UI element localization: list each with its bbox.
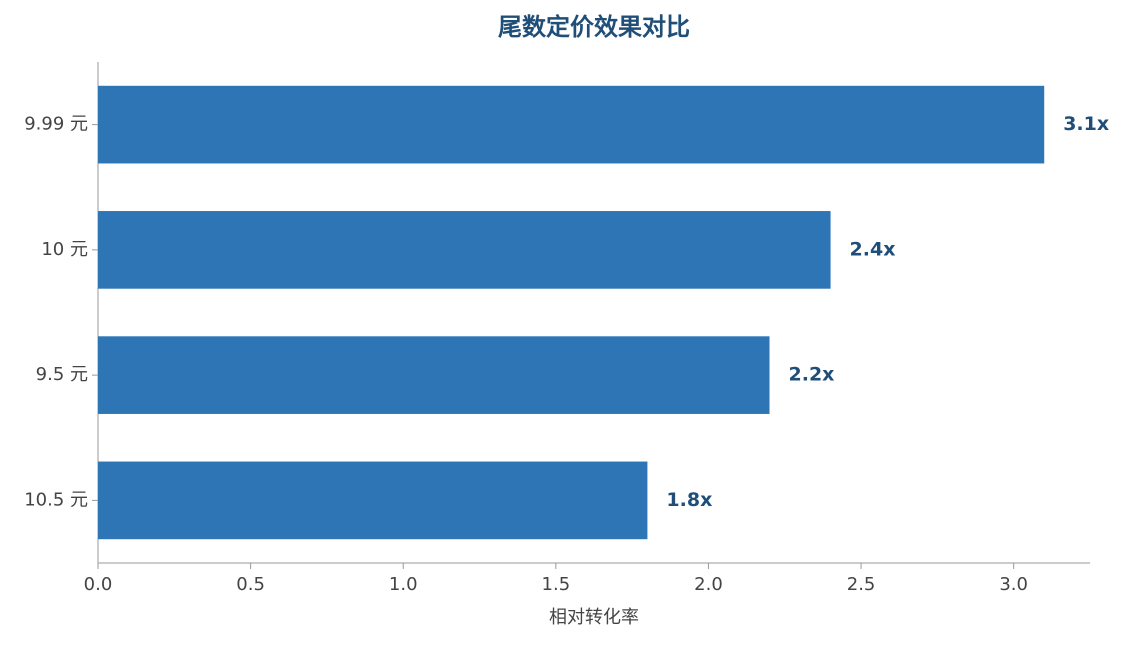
x-tick-label: 1.5 bbox=[542, 574, 571, 595]
value-label: 1.8x bbox=[666, 489, 712, 511]
y-tick-label: 10.5 元 bbox=[24, 489, 88, 510]
value-label: 2.4x bbox=[850, 238, 896, 260]
x-tick-label: 2.0 bbox=[694, 574, 723, 595]
y-tick-label: 9.5 元 bbox=[36, 364, 88, 385]
bar bbox=[98, 461, 648, 540]
chart-title: 尾数定价效果对比 bbox=[498, 13, 690, 41]
x-tick-label: 3.0 bbox=[999, 574, 1028, 595]
bar bbox=[98, 336, 770, 414]
bar bbox=[98, 211, 831, 289]
x-tick-label: 1.0 bbox=[389, 574, 418, 595]
value-label: 2.2x bbox=[789, 364, 835, 386]
x-tick-label: 2.5 bbox=[847, 574, 876, 595]
x-tick-label: 0.0 bbox=[84, 574, 113, 595]
x-axis-label: 相对转化率 bbox=[549, 607, 639, 628]
y-tick-label: 10 元 bbox=[41, 239, 88, 260]
bar bbox=[98, 85, 1045, 164]
value-label: 3.1x bbox=[1063, 113, 1109, 135]
x-tick-label: 0.5 bbox=[236, 574, 265, 595]
y-tick-label: 9.99 元 bbox=[24, 114, 88, 135]
